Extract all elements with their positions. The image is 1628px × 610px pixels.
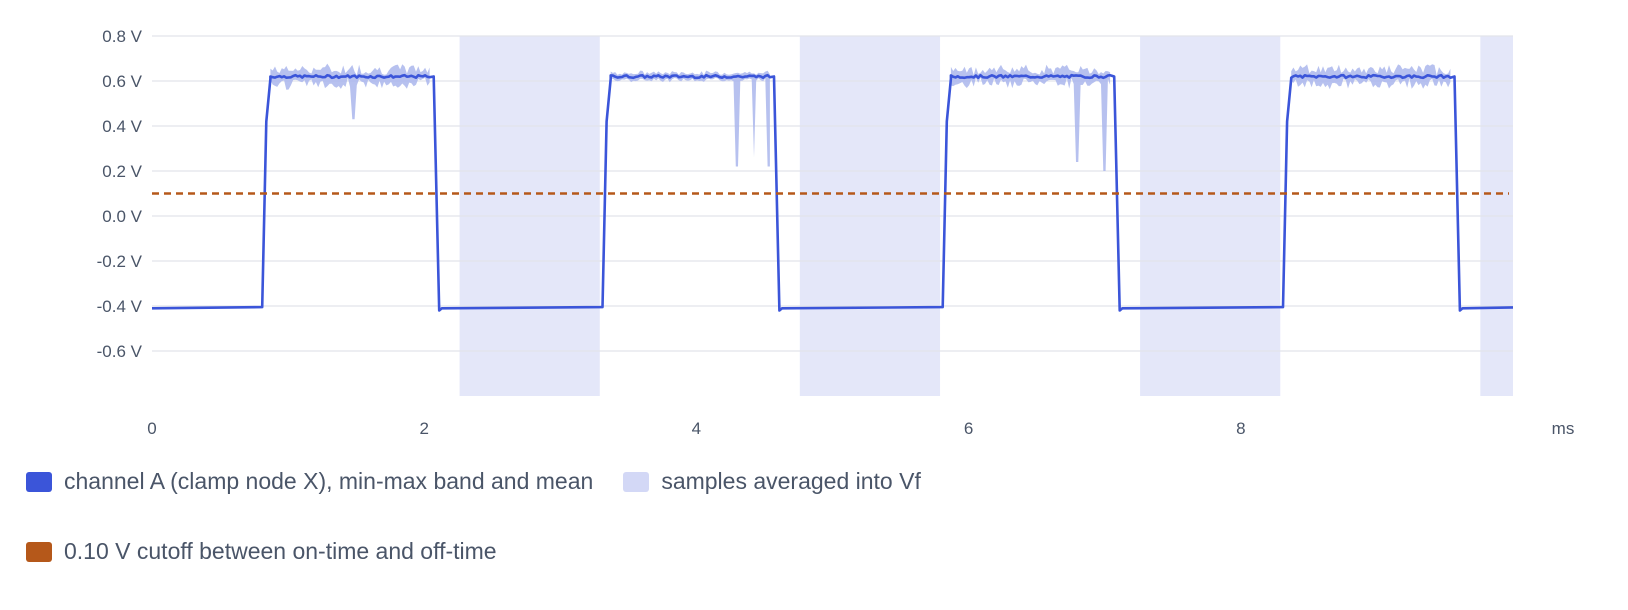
legend-swatch-averaged-samples: [623, 471, 650, 492]
mean-line: [151, 73, 1514, 312]
legend-label-averaged-samples: samples averaged into Vf: [661, 468, 921, 494]
x-tick-label: 2: [419, 419, 428, 438]
legend-label-channel-a: channel A (clamp node X), min-max band a…: [64, 468, 594, 494]
x-tick-label: 0: [147, 419, 156, 438]
x-tick-label: 6: [964, 419, 973, 438]
band-pulse-2: [950, 64, 1111, 171]
y-tick-label: 0.6 V: [102, 72, 142, 91]
y-tick-label: -0.6 V: [97, 342, 143, 361]
legend-item-averaged-samples[interactable]: samples averaged into Vf: [623, 468, 921, 495]
x-tick-label: 8: [1236, 419, 1245, 438]
legend-item-cutoff[interactable]: 0.10 V cutoff between on-time and off-ti…: [26, 538, 497, 565]
y-tick-label: 0.8 V: [102, 27, 142, 46]
chart: -0.6 V -0.4 V -0.2 V 0.0 V 0.2 V 0.4 V 0.6 V 0.…: [97, 27, 1575, 438]
y-tick-label: 0.2 V: [102, 162, 142, 181]
y-tick-label: 0.4 V: [102, 117, 142, 136]
legend-row-1: channel A (clamp node X), min-max band a…: [26, 468, 951, 495]
x-tick-label: 4: [692, 419, 701, 438]
y-tick-label: -0.4 V: [97, 297, 143, 316]
legend-label-cutoff: 0.10 V cutoff between on-time and off-ti…: [64, 538, 497, 564]
x-axis-ticks: 0 2 4 6 8: [147, 419, 1245, 438]
y-tick-label: -0.2 V: [97, 252, 143, 271]
legend-swatch-cutoff: [26, 541, 52, 562]
x-axis-unit: ms: [1552, 419, 1575, 438]
band-pulse-0: [270, 63, 430, 120]
band-pulse-1: [610, 70, 770, 167]
legend-item-channel-a[interactable]: channel A (clamp node X), min-max band a…: [26, 468, 593, 495]
y-axis-ticks: -0.6 V -0.4 V -0.2 V 0.0 V 0.2 V 0.4 V 0.6 V 0.…: [97, 27, 143, 361]
legend-row-2: 0.10 V cutoff between on-time and off-ti…: [26, 538, 527, 565]
mean-line-path: [151, 73, 1514, 312]
y-tick-label: 0.0 V: [102, 207, 142, 226]
legend-swatch-channel-a: [26, 471, 52, 492]
